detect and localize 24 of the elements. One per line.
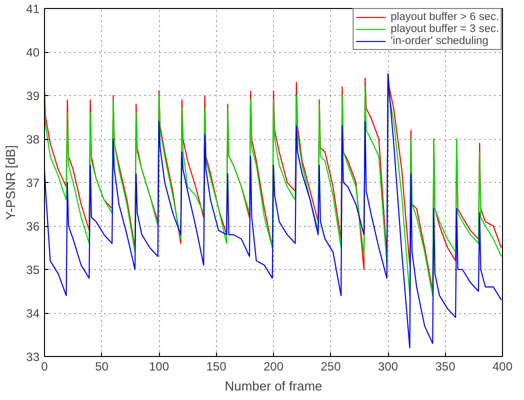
x-axis-title: Number of frame xyxy=(224,378,322,394)
y-tick-label: 37 xyxy=(26,176,40,190)
y-tick-label: 40 xyxy=(26,46,40,60)
y-tick-label: 41 xyxy=(26,2,40,16)
legend-label: 'in-order' scheduling xyxy=(390,35,488,47)
x-tick-label: 150 xyxy=(206,360,227,374)
y-tick-label: 38 xyxy=(26,132,40,146)
x-tick-label: 350 xyxy=(435,360,456,374)
y-tick-label: 33 xyxy=(26,350,40,364)
x-tick-label: 250 xyxy=(320,360,342,374)
y-tick-label: 35 xyxy=(26,263,40,277)
x-tick-label: 300 xyxy=(378,360,398,374)
y-tick-label: 34 xyxy=(26,306,40,320)
x-tick-label: 0 xyxy=(41,360,48,374)
x-tick-label: 100 xyxy=(148,360,170,374)
y-tick-label: 36 xyxy=(26,220,40,234)
y-tick-label: 39 xyxy=(26,89,40,103)
x-tick-label: 50 xyxy=(95,360,109,374)
x-tick-label: 200 xyxy=(263,360,284,374)
y-axis-title: Y-PSNR [dB] xyxy=(3,145,18,220)
legend-label: playout buffer > 6 sec. xyxy=(390,11,499,23)
x-tick-label: 400 xyxy=(492,360,513,374)
line-series xyxy=(44,73,502,348)
legend-label: playout buffer = 3 sec. xyxy=(390,23,499,35)
